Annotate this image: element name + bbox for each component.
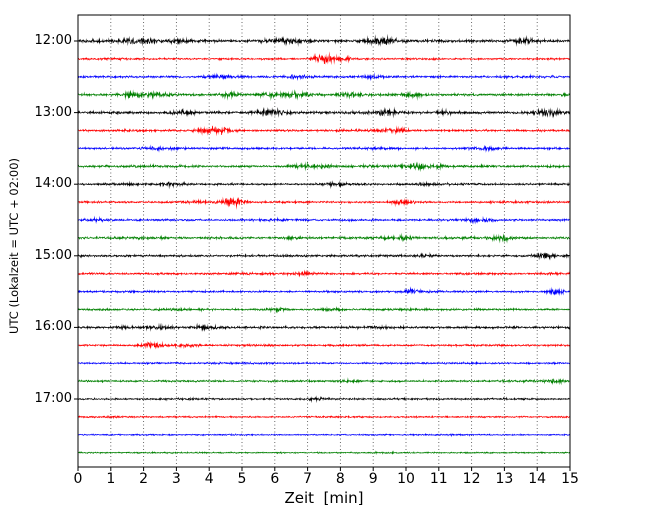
x-tick-label: 0 <box>73 471 83 487</box>
x-tick-label: 3 <box>171 471 181 487</box>
x-tick-label: 15 <box>561 471 579 487</box>
x-tick-label: 4 <box>204 471 214 487</box>
x-axis-label: Zeit [min] <box>284 489 364 507</box>
x-tick-label: 8 <box>335 471 345 487</box>
x-tick-label: 5 <box>237 471 247 487</box>
x-tick-label: 12 <box>462 471 481 487</box>
x-tick-label: 14 <box>528 471 547 487</box>
y-tick-label: 16:00 <box>34 319 72 335</box>
x-tick-label: 9 <box>368 471 378 487</box>
y-tick-label: 15:00 <box>34 247 72 263</box>
y-tick-label: 17:00 <box>34 391 72 406</box>
x-tick-label: 10 <box>397 471 415 487</box>
x-tick-label: 6 <box>270 471 280 487</box>
x-tick-label: 7 <box>303 471 313 487</box>
y-tick-label: 14:00 <box>34 176 72 192</box>
x-tick-label: 13 <box>495 471 514 487</box>
y-tick-label: 13:00 <box>34 104 72 120</box>
x-tick-label: 11 <box>429 471 448 487</box>
x-tick-label: 2 <box>139 471 149 487</box>
y-tick-label: 12:00 <box>34 33 72 48</box>
x-tick-label: 1 <box>106 471 116 487</box>
